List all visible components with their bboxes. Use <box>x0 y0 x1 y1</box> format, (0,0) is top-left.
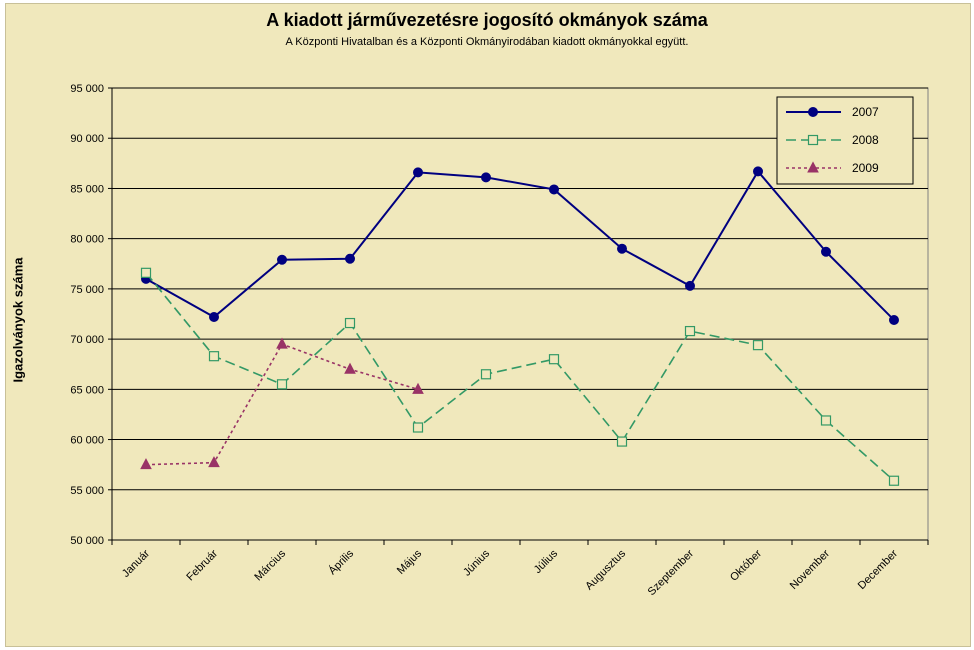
series-line <box>145 169 895 321</box>
x-tick-label: Április <box>326 547 357 578</box>
legend-label: 2008 <box>852 133 879 147</box>
x-tick-label: Június <box>461 547 492 578</box>
data-point <box>753 166 763 177</box>
legend-label: 2009 <box>852 161 879 175</box>
series-2009 <box>140 337 424 470</box>
legend-item: 2007 <box>786 105 879 119</box>
data-point <box>684 325 696 337</box>
x-tick-label: Augusztus <box>583 547 628 592</box>
data-point <box>276 379 288 390</box>
y-tick-label: 65 000 <box>70 384 104 396</box>
data-point <box>549 184 559 195</box>
data-point <box>888 475 900 486</box>
series-group <box>140 166 900 486</box>
x-tick-label: December <box>856 547 901 592</box>
series-line <box>145 272 895 482</box>
x-tick-label: Március <box>252 547 288 583</box>
legend-box <box>776 96 914 185</box>
y-tick-label: 95 000 <box>70 83 104 95</box>
x-axis-ticks: Január Február Március Április Május Június Jú… <box>111 539 929 598</box>
y-tick-label: 55 000 <box>70 485 104 497</box>
data-point <box>685 280 695 291</box>
data-point <box>412 382 424 394</box>
data-point <box>821 246 831 257</box>
legend-item: 2009 <box>786 161 879 175</box>
chart-subtitle: A Központi Hivatalban és a Központi Okmá… <box>285 36 689 48</box>
data-point <box>413 167 423 178</box>
data-point <box>208 456 220 468</box>
data-point <box>345 253 355 264</box>
data-point <box>548 354 560 365</box>
data-point <box>820 415 832 426</box>
x-tick-label: Október <box>728 547 764 583</box>
x-tick-label: Július <box>532 547 561 576</box>
data-point <box>140 458 152 470</box>
data-point <box>617 243 627 254</box>
y-tick-label: 90 000 <box>70 133 104 145</box>
legend-item: 2008 <box>786 133 879 147</box>
data-point <box>412 422 424 433</box>
data-point <box>807 134 819 146</box>
x-tick-label: Február <box>184 547 220 583</box>
data-point <box>752 340 764 351</box>
x-tick-label: Május <box>395 547 425 577</box>
y-tick-label: 80 000 <box>70 234 104 246</box>
data-point <box>889 315 899 326</box>
data-point <box>807 161 819 173</box>
legend: 2007 2008 2009 <box>776 96 914 185</box>
data-point <box>140 267 152 278</box>
y-tick-label: 50 000 <box>70 535 104 547</box>
chart-title: A kiadott járművezetésre jogosító okmány… <box>266 10 708 30</box>
x-tick-label: November <box>788 547 833 592</box>
y-tick-label: 85 000 <box>70 183 104 195</box>
y-tick-label: 75 000 <box>70 284 104 296</box>
data-point <box>344 317 356 329</box>
series-2008 <box>140 267 900 486</box>
legend-label: 2007 <box>852 105 879 119</box>
x-tick-label: Január <box>120 547 153 580</box>
data-point <box>208 351 220 362</box>
data-point <box>277 254 287 265</box>
y-tick-label: 70 000 <box>70 334 104 346</box>
data-point <box>480 369 492 380</box>
x-tick-label: Szeptember <box>646 547 697 598</box>
y-axis-ticks: 50 000 55 000 60 000 65 000 70 000 75 000 80 0… <box>70 83 113 547</box>
data-point <box>808 107 818 117</box>
data-point <box>344 362 356 374</box>
data-point <box>209 312 219 323</box>
data-point <box>276 337 288 349</box>
y-tick-label: 60 000 <box>70 435 104 447</box>
data-point <box>616 436 628 447</box>
data-point <box>481 172 491 183</box>
